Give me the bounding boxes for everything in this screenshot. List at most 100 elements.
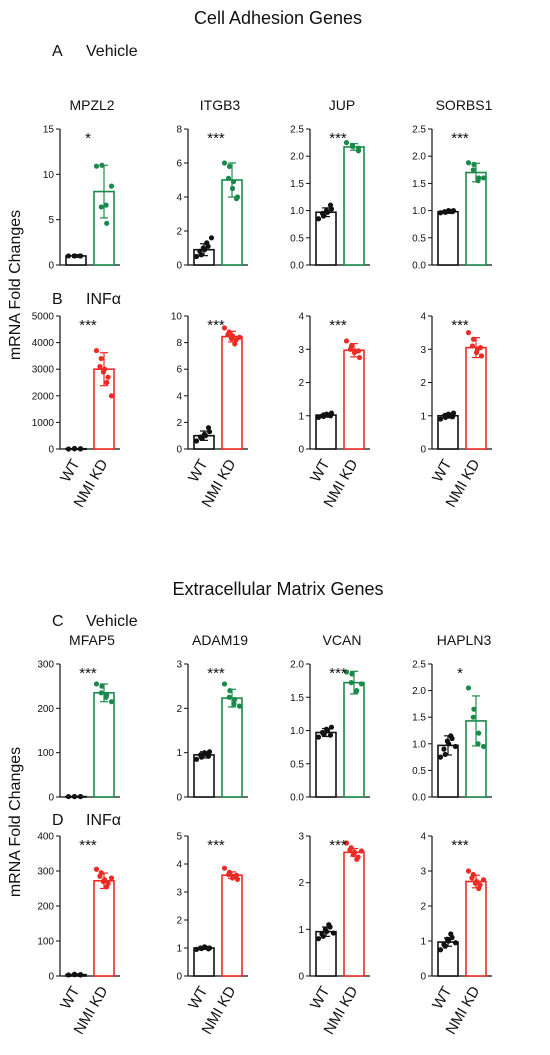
- chart-title: JUP: [329, 97, 355, 113]
- significance-label: *: [85, 130, 91, 147]
- data-point: [234, 876, 241, 883]
- data-point: [470, 336, 477, 342]
- data-point: [476, 885, 482, 892]
- data-point: [71, 971, 78, 977]
- y-axis-label-top: mRNA Fold Changes: [7, 210, 24, 360]
- bar-nmi-kd: [343, 681, 365, 798]
- y-tick-label: 0: [48, 972, 54, 983]
- x-tick-label-wt: WT: [429, 457, 455, 486]
- data-point: [327, 413, 334, 419]
- data-point: [471, 161, 477, 167]
- data-point: [97, 873, 103, 879]
- data-point: [108, 393, 115, 399]
- data-point: [104, 220, 110, 226]
- data-point: [193, 438, 200, 444]
- data-point: [437, 947, 444, 953]
- x-tick-label-wt: WT: [185, 984, 211, 1013]
- data-point: [356, 354, 363, 361]
- data-point: [465, 685, 472, 691]
- data-point: [99, 162, 105, 168]
- x-tick-label-wt: WT: [57, 984, 83, 1013]
- data-point: [452, 743, 459, 750]
- chart-c-1: MFAP5 0 100 200 300 ***: [37, 632, 120, 804]
- y-tick-label: 4: [420, 832, 426, 843]
- y-tick-label: 1.5: [412, 713, 426, 724]
- data-point: [358, 848, 365, 854]
- y-tick-label: 10: [171, 312, 183, 323]
- significance-label: ***: [207, 130, 225, 147]
- data-point: [475, 178, 481, 184]
- data-point: [65, 253, 72, 259]
- panel-a-letter: A: [52, 43, 63, 60]
- data-point: [97, 363, 103, 370]
- data-point: [205, 946, 212, 952]
- significance-label: ***: [329, 665, 347, 682]
- y-tick-label: 0.0: [290, 261, 304, 272]
- section1-title: Cell Adhesion Genes: [194, 8, 362, 28]
- y-tick-label: 2.0: [290, 660, 304, 671]
- y-tick-label: 0: [420, 445, 426, 456]
- data-point: [319, 729, 326, 736]
- data-point: [322, 926, 328, 932]
- data-point: [98, 204, 104, 210]
- data-point: [201, 944, 208, 950]
- data-point: [351, 349, 358, 356]
- bar-nmi-kd: [465, 171, 487, 266]
- data-point: [465, 330, 472, 336]
- y-tick-label: 2: [298, 878, 304, 889]
- y-tick-label: 1: [176, 748, 182, 759]
- significance-label: ***: [79, 665, 97, 682]
- data-point: [343, 840, 350, 846]
- x-tick-label-wt: WT: [57, 457, 83, 486]
- data-point: [445, 208, 452, 214]
- y-tick-label: 2.0: [412, 686, 426, 697]
- bar-nmi-kd: [93, 692, 115, 798]
- y-tick-label: 2.5: [290, 125, 304, 136]
- data-point: [193, 253, 200, 260]
- y-tick-label: 0: [298, 972, 304, 983]
- bar-nmi-kd: [465, 346, 487, 450]
- data-point: [442, 751, 448, 758]
- panel-a-label: Vehicle: [86, 43, 138, 60]
- data-point: [104, 884, 110, 890]
- y-tick-label: 6: [176, 159, 182, 170]
- chart-a-2: ITGB3 0 2 4 6 8 ***: [176, 97, 248, 272]
- data-point: [355, 348, 362, 354]
- data-point: [315, 734, 322, 740]
- chart-title: ITGB3: [200, 97, 241, 113]
- data-point: [77, 253, 84, 259]
- bar-nmi-kd: [465, 880, 487, 977]
- bar-wt: [315, 414, 337, 450]
- y-tick-label: 0: [48, 793, 54, 804]
- data-point: [449, 414, 456, 420]
- y-tick-label: 1: [420, 937, 426, 948]
- data-point: [330, 930, 337, 936]
- data-point: [465, 868, 472, 874]
- y-axis-label-bottom: mRNA Fold Changes: [7, 747, 24, 897]
- data-point: [449, 209, 456, 215]
- data-point: [327, 732, 334, 738]
- data-point: [480, 743, 487, 750]
- data-point: [448, 931, 454, 937]
- chart-c-2: ADAM19 0 1 2 3 ***: [176, 632, 248, 804]
- data-point: [98, 690, 104, 696]
- data-point: [71, 445, 78, 452]
- data-point: [108, 699, 115, 705]
- data-point: [437, 210, 444, 216]
- data-point: [480, 175, 487, 181]
- y-tick-label: 400: [37, 832, 54, 843]
- data-point: [343, 140, 350, 146]
- data-point: [197, 248, 203, 254]
- data-point: [77, 972, 84, 978]
- significance-label: ***: [451, 837, 469, 854]
- y-tick-label: 0.5: [290, 759, 304, 770]
- chart-title: VCAN: [323, 632, 362, 648]
- chart-a-4: SORBS1 0.0 0.5 1.0 1.5 2.0 2.5 ***: [412, 97, 493, 272]
- y-tick-label: 2: [420, 378, 426, 389]
- data-point: [230, 179, 237, 185]
